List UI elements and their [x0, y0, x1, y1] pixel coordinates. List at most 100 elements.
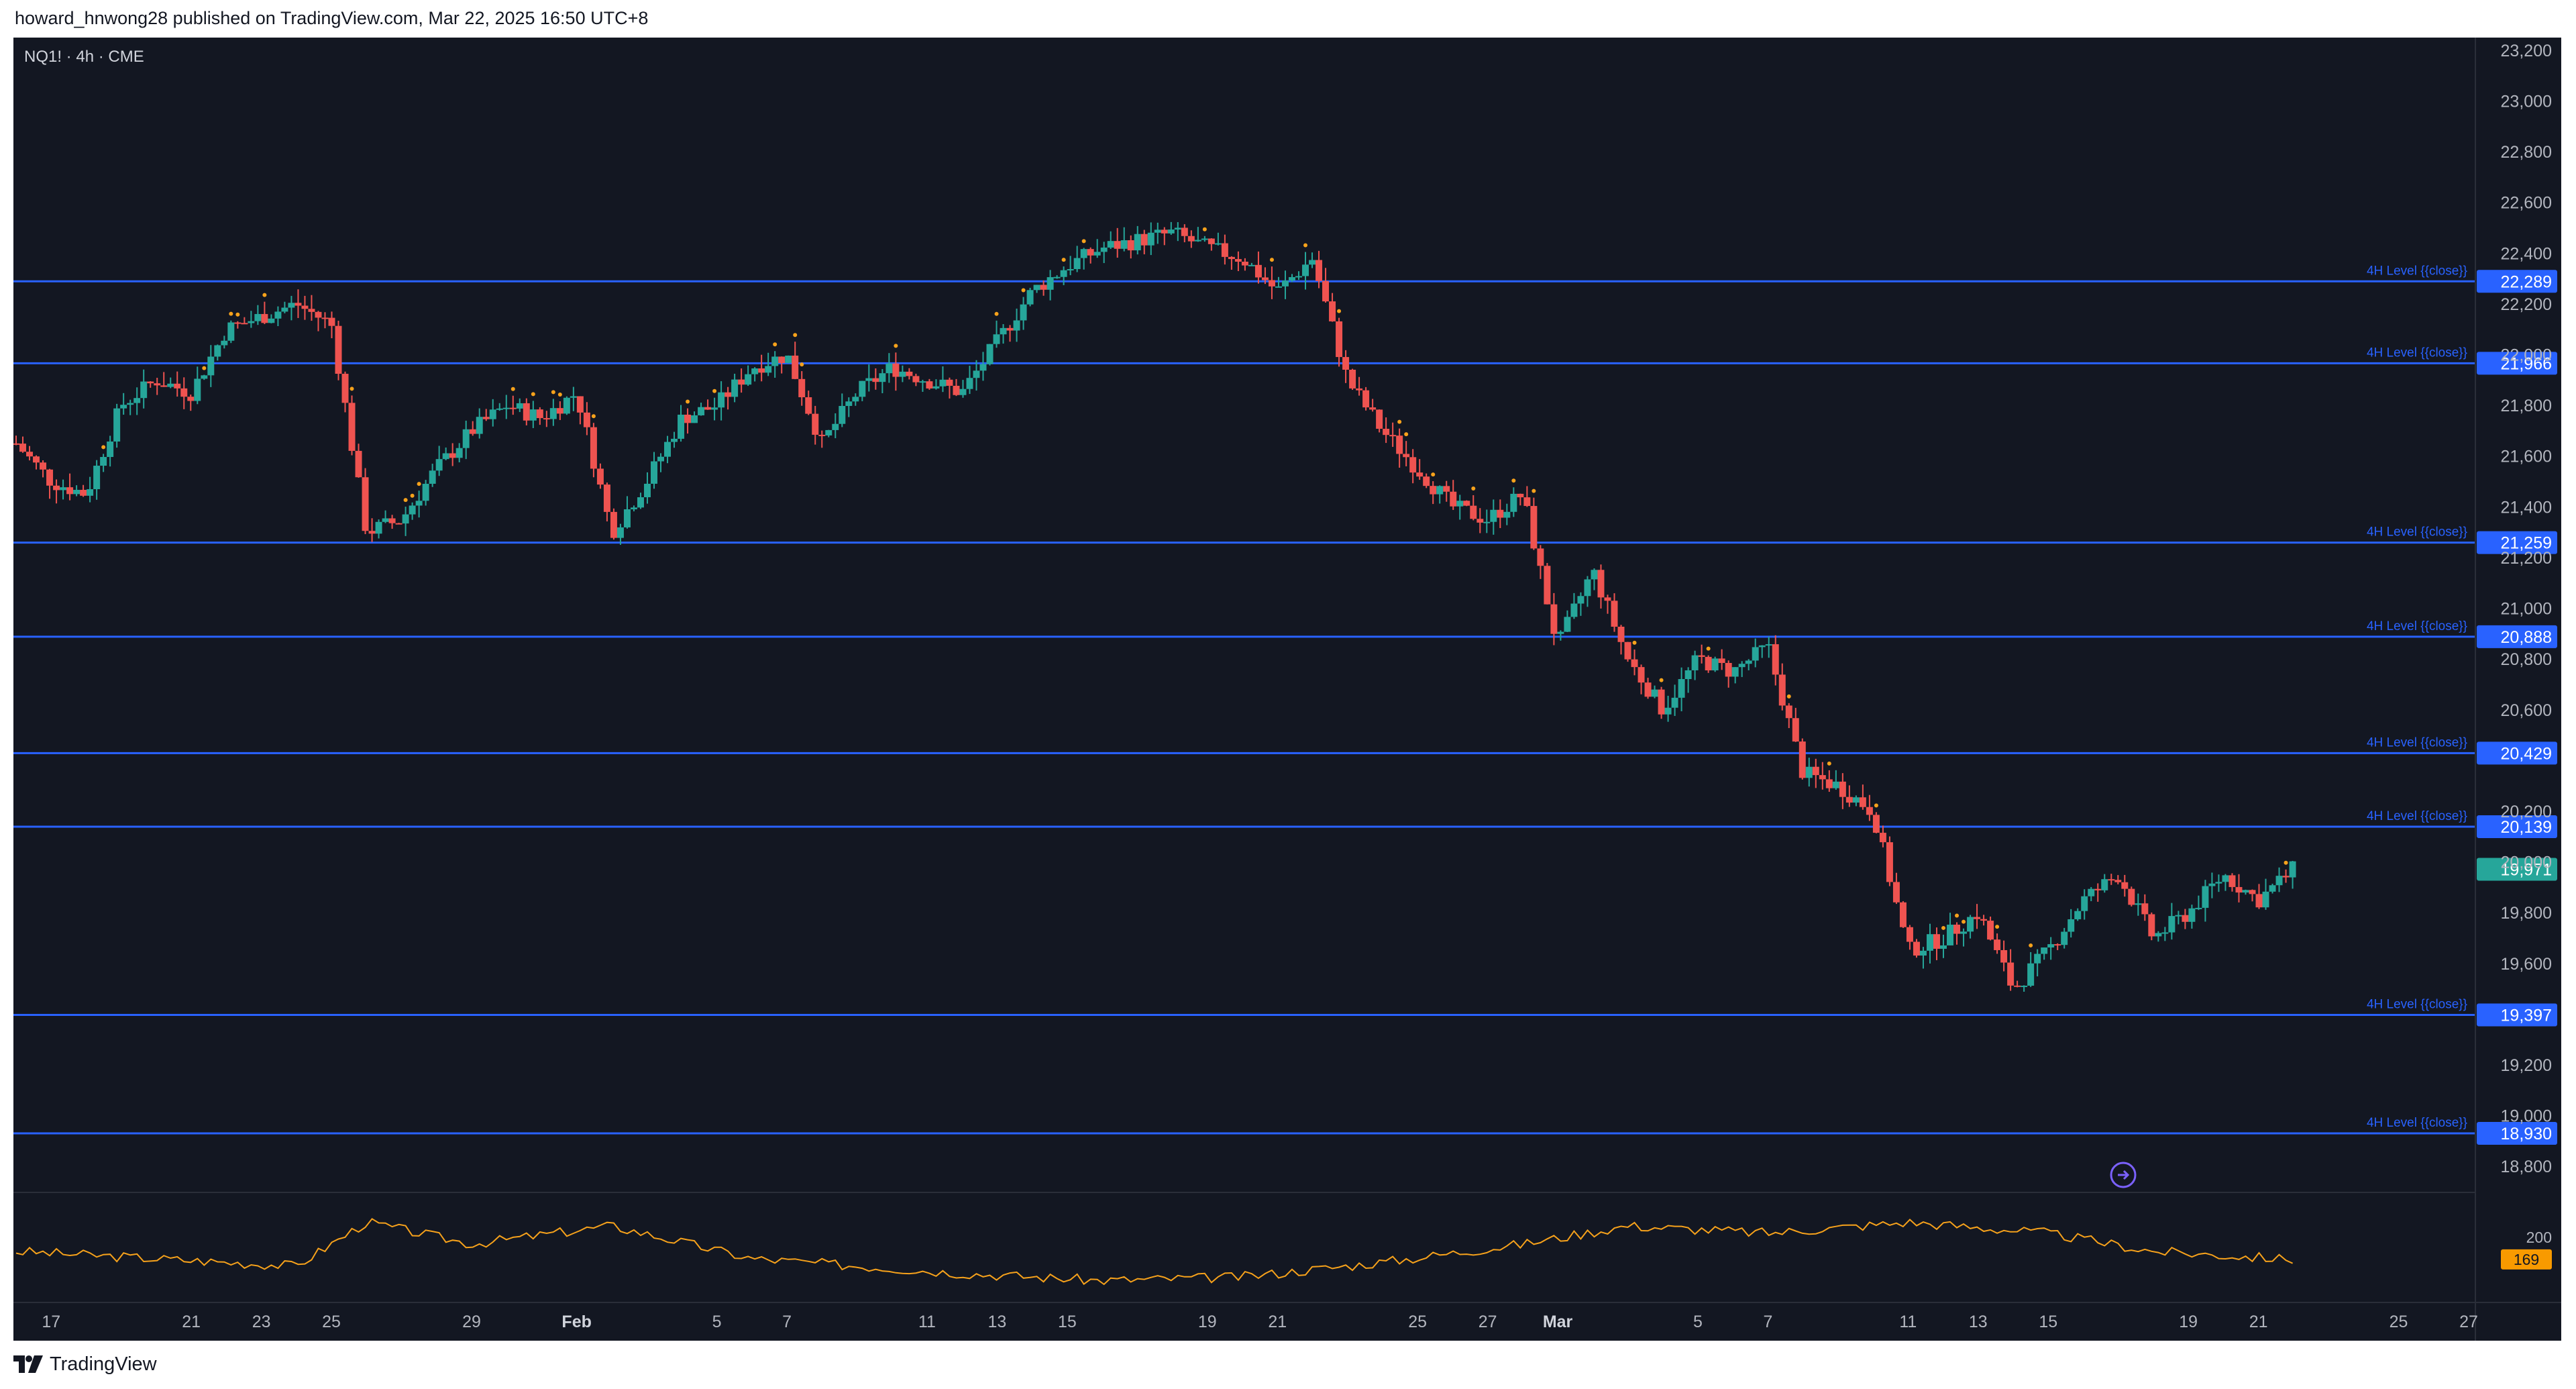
candle-up [966, 366, 973, 395]
signal-dot [1874, 803, 1878, 808]
candle-body [1839, 781, 1846, 797]
candle-body [1974, 917, 1981, 919]
candle-up [839, 393, 846, 427]
candle-up [422, 480, 429, 506]
candle-down [704, 399, 712, 410]
indicator-tick-label: 200 [2526, 1229, 2552, 1246]
candle-down [2121, 874, 2129, 897]
candle-down [1114, 227, 1121, 258]
candle-body [563, 397, 570, 414]
candle-body [167, 383, 174, 387]
chart-panel[interactable]: 4H Level {{close}} 22,289 4H Level {{close… [13, 38, 2561, 1341]
candle-body [409, 505, 416, 515]
candle-body [100, 457, 107, 466]
candle-body [1718, 658, 1725, 663]
candle-up [429, 464, 436, 487]
publish-header: howard_hnwong28 published on TradingView… [0, 0, 2576, 38]
candle-body [1852, 797, 1860, 803]
candle-down [543, 411, 550, 427]
candle-body [1114, 241, 1121, 249]
x-tick-label: 11 [918, 1313, 936, 1331]
candle-down [1624, 641, 1631, 662]
candle-down [1953, 913, 1961, 945]
candle-up [1093, 239, 1101, 258]
candle-up [1046, 270, 1054, 301]
tradingview-logo[interactable]: TradingView [13, 1353, 157, 1376]
candle-body [1584, 579, 1591, 597]
candle-body [596, 468, 604, 485]
signal-dot [511, 387, 515, 391]
candle-down [576, 396, 584, 425]
candle-up [1684, 667, 1692, 693]
candle-body [986, 344, 994, 364]
candle-body [1443, 486, 1450, 492]
candle-down [1718, 649, 1725, 670]
candle-body [2161, 932, 2169, 934]
candle-body [1570, 603, 1578, 617]
candle-down [80, 484, 87, 497]
candle-body [926, 381, 933, 389]
candle-down [1187, 230, 1195, 248]
candle-up [274, 306, 282, 326]
candle-body [120, 405, 127, 409]
candle-up [87, 476, 94, 503]
signal-dot [2029, 943, 2033, 947]
price-chart[interactable]: 4H Level {{close}} 22,289 4H Level {{close… [13, 38, 2561, 1341]
candle-body [201, 375, 208, 379]
candle-body [738, 379, 745, 385]
candle-down [1974, 904, 1981, 929]
signal-dot [1397, 419, 1402, 424]
candle-body [33, 456, 40, 463]
candle-body [953, 385, 960, 395]
candle-body [2222, 875, 2229, 882]
candle-up [616, 523, 624, 545]
candle-body [718, 392, 725, 408]
candle-down [1658, 678, 1665, 719]
candle-down [469, 421, 476, 436]
candle-body [1087, 249, 1094, 256]
candle-up [2175, 911, 2182, 925]
candle-body [2215, 882, 2222, 884]
candle-body [1120, 240, 1128, 249]
candle-body [160, 385, 168, 387]
candle-body [1396, 435, 1403, 454]
candle-down [1383, 417, 1390, 444]
candle-body [1470, 505, 1477, 519]
symbol-label[interactable]: NQ1! · 4h · CME [24, 48, 144, 66]
candle-down [583, 402, 590, 435]
candle-body [704, 407, 712, 410]
candle-down [1316, 250, 1323, 289]
candle-down [1087, 247, 1094, 264]
candle-body [2094, 888, 2102, 890]
candle-down [778, 356, 786, 374]
candle-body [1208, 238, 1215, 244]
candle-body [1174, 227, 1181, 230]
candle-down [2128, 886, 2135, 907]
candle-body [1960, 931, 1968, 934]
candle-up [1758, 645, 1766, 658]
x-tick-label: 25 [1408, 1313, 1427, 1331]
candle-body [792, 355, 799, 379]
candle-up [1026, 287, 1034, 307]
candle-down [1913, 939, 1920, 958]
signal-dot [417, 482, 421, 486]
candle-body [1517, 493, 1524, 498]
signal-dot [1632, 640, 1637, 645]
candle-body [879, 373, 886, 382]
candle-up [1248, 262, 1255, 266]
candle-up [1651, 685, 1658, 699]
candle-body [885, 363, 893, 374]
candle-down [1899, 901, 1907, 928]
candle-down [1845, 785, 1853, 807]
candle-body [2229, 875, 2236, 887]
x-tick-label: 27 [1479, 1313, 1497, 1331]
x-tick-label: 25 [2390, 1313, 2408, 1331]
candle-body [556, 408, 564, 414]
jump-to-realtime-icon[interactable] [2110, 1162, 2137, 1188]
candle-body [1691, 655, 1699, 670]
candle-body [2168, 916, 2176, 933]
candle-body [1006, 327, 1014, 331]
candle-down [1268, 258, 1275, 299]
candle-down [724, 387, 732, 410]
candle-down [1181, 224, 1188, 243]
